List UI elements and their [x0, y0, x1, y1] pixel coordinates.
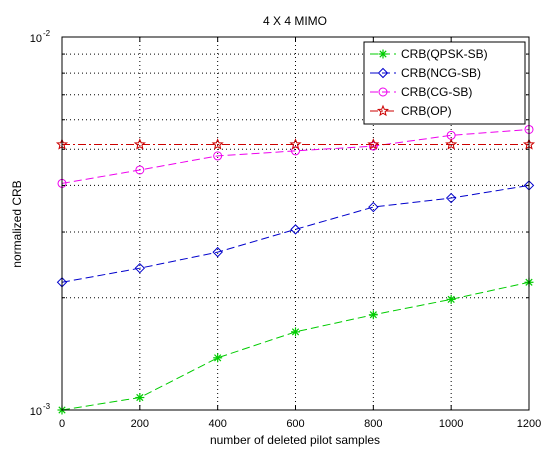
legend-item: CRB(CG-SB): [370, 85, 472, 99]
legend-label: CRB(NCG-SB): [401, 66, 481, 80]
legend-label: CRB(CG-SB): [401, 85, 472, 99]
series-line: [61, 128, 530, 184]
legend-box: [363, 41, 526, 125]
y-tick-exponent: -3: [43, 402, 51, 411]
x-tick-label: 400: [208, 418, 226, 430]
asterisk-marker: [378, 49, 388, 59]
y-tick-exponent: -2: [43, 29, 51, 38]
legend-label: CRB(OP): [401, 104, 452, 118]
x-tick-label: 600: [286, 418, 304, 430]
star-marker: [445, 138, 458, 150]
diamond-marker: [290, 224, 301, 235]
legend-label: CRB(QPSK-SB): [401, 47, 488, 61]
x-tick-label: 1200: [517, 418, 541, 430]
circle-marker: [368, 141, 378, 151]
x-tick-label: 200: [131, 418, 149, 430]
chart-title: 4 X 4 MIMO: [263, 14, 327, 28]
star-marker: [367, 138, 380, 150]
star-marker: [376, 104, 390, 117]
circle-marker: [135, 165, 145, 175]
star-marker: [133, 138, 146, 150]
asterisk-marker: [446, 294, 456, 304]
legend-item: CRB(OP): [370, 104, 452, 118]
series-CRB(QPSK-SB): [57, 277, 534, 415]
legend: CRB(QPSK-SB) CRB(NCG-SB) CRB(CG-SB) CRB(OP): [363, 41, 526, 125]
y-axis-label: normalized CRB: [10, 180, 24, 267]
asterisk-marker: [213, 353, 223, 363]
circle-marker: [378, 87, 388, 97]
x-axis-label: number of deleted pilot samples: [210, 433, 380, 447]
series-line: [61, 184, 530, 283]
circle-marker: [213, 151, 223, 161]
y-tick-label: 10: [30, 33, 42, 45]
x-tick-label: 0: [59, 418, 65, 430]
diamond-marker: [212, 246, 223, 258]
diamond-marker: [445, 192, 457, 204]
asterisk-marker: [135, 393, 145, 403]
asterisk-marker: [368, 310, 378, 320]
diamond-marker: [134, 262, 146, 274]
series-layer: [55, 124, 536, 415]
legend-item: CRB(QPSK-SB): [370, 47, 488, 61]
x-tick-label: 1000: [439, 418, 463, 430]
star-marker: [289, 138, 302, 150]
diamond-marker: [377, 67, 389, 79]
star-marker: [211, 138, 224, 150]
diamond-marker: [368, 201, 379, 213]
series-CRB(CG-SB): [57, 124, 534, 188]
asterisk-marker: [291, 327, 300, 337]
y-tick-label: 10: [30, 406, 42, 418]
x-tick-label: 800: [364, 418, 382, 430]
legend-item: CRB(NCG-SB): [370, 66, 481, 80]
